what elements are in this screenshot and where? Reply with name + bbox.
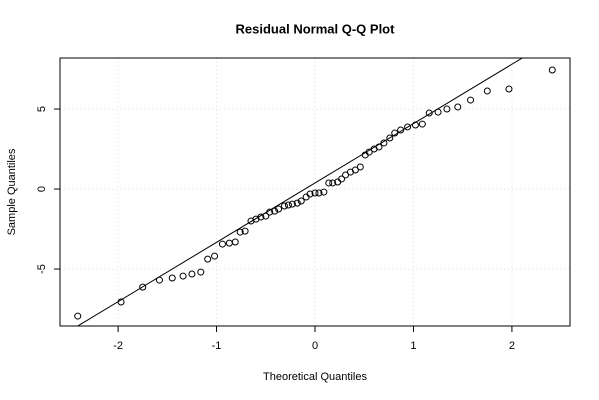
point — [356, 163, 364, 171]
point — [386, 134, 394, 142]
point — [548, 66, 556, 74]
point — [375, 143, 383, 151]
point — [411, 121, 419, 129]
y-tick-label: 0 — [36, 186, 48, 192]
point — [179, 272, 187, 280]
point — [338, 175, 346, 183]
x-tick-label: 1 — [410, 340, 416, 352]
point — [74, 312, 82, 320]
point — [365, 148, 373, 156]
point — [505, 85, 513, 93]
point — [231, 238, 239, 246]
point — [288, 200, 296, 208]
point — [315, 189, 323, 197]
point — [236, 228, 244, 236]
point — [404, 123, 412, 131]
point — [320, 188, 328, 196]
point — [329, 179, 337, 187]
point — [117, 298, 125, 306]
y-tick-label: -5 — [36, 264, 48, 274]
point — [257, 213, 265, 221]
point — [271, 207, 279, 215]
point — [197, 268, 205, 276]
point — [302, 193, 310, 201]
point — [293, 199, 301, 207]
point — [204, 255, 212, 263]
point — [211, 252, 219, 260]
point — [418, 120, 426, 128]
point — [443, 105, 451, 113]
point — [297, 197, 305, 205]
point — [275, 205, 283, 213]
point — [280, 202, 288, 210]
point — [434, 108, 442, 116]
x-tick-label: -1 — [212, 340, 222, 352]
x-tick-label: -2 — [113, 340, 123, 352]
point — [311, 189, 319, 197]
point — [454, 103, 462, 111]
plot-frame — [59, 57, 571, 327]
point — [262, 212, 270, 220]
y-axis-label: Sample Quantiles — [6, 148, 18, 235]
point — [218, 240, 226, 248]
chart-title: Residual Normal Q-Q Plot — [236, 21, 396, 36]
x-tick-label: 2 — [509, 340, 515, 352]
point — [168, 274, 176, 282]
point — [467, 96, 475, 104]
point — [425, 109, 433, 117]
point — [155, 276, 163, 284]
point — [139, 283, 147, 291]
point — [391, 129, 399, 137]
point — [284, 201, 292, 209]
x-tick-label: 0 — [312, 340, 318, 352]
point — [225, 239, 233, 247]
point — [483, 87, 491, 95]
point — [241, 227, 249, 235]
y-tick-label: 5 — [36, 106, 48, 112]
point — [380, 139, 388, 147]
point — [266, 208, 274, 216]
point — [351, 166, 359, 174]
x-axis-label: Theoretical Quantiles — [263, 371, 367, 383]
point — [306, 190, 314, 198]
point — [325, 179, 333, 187]
point — [397, 126, 405, 134]
point — [188, 270, 196, 278]
